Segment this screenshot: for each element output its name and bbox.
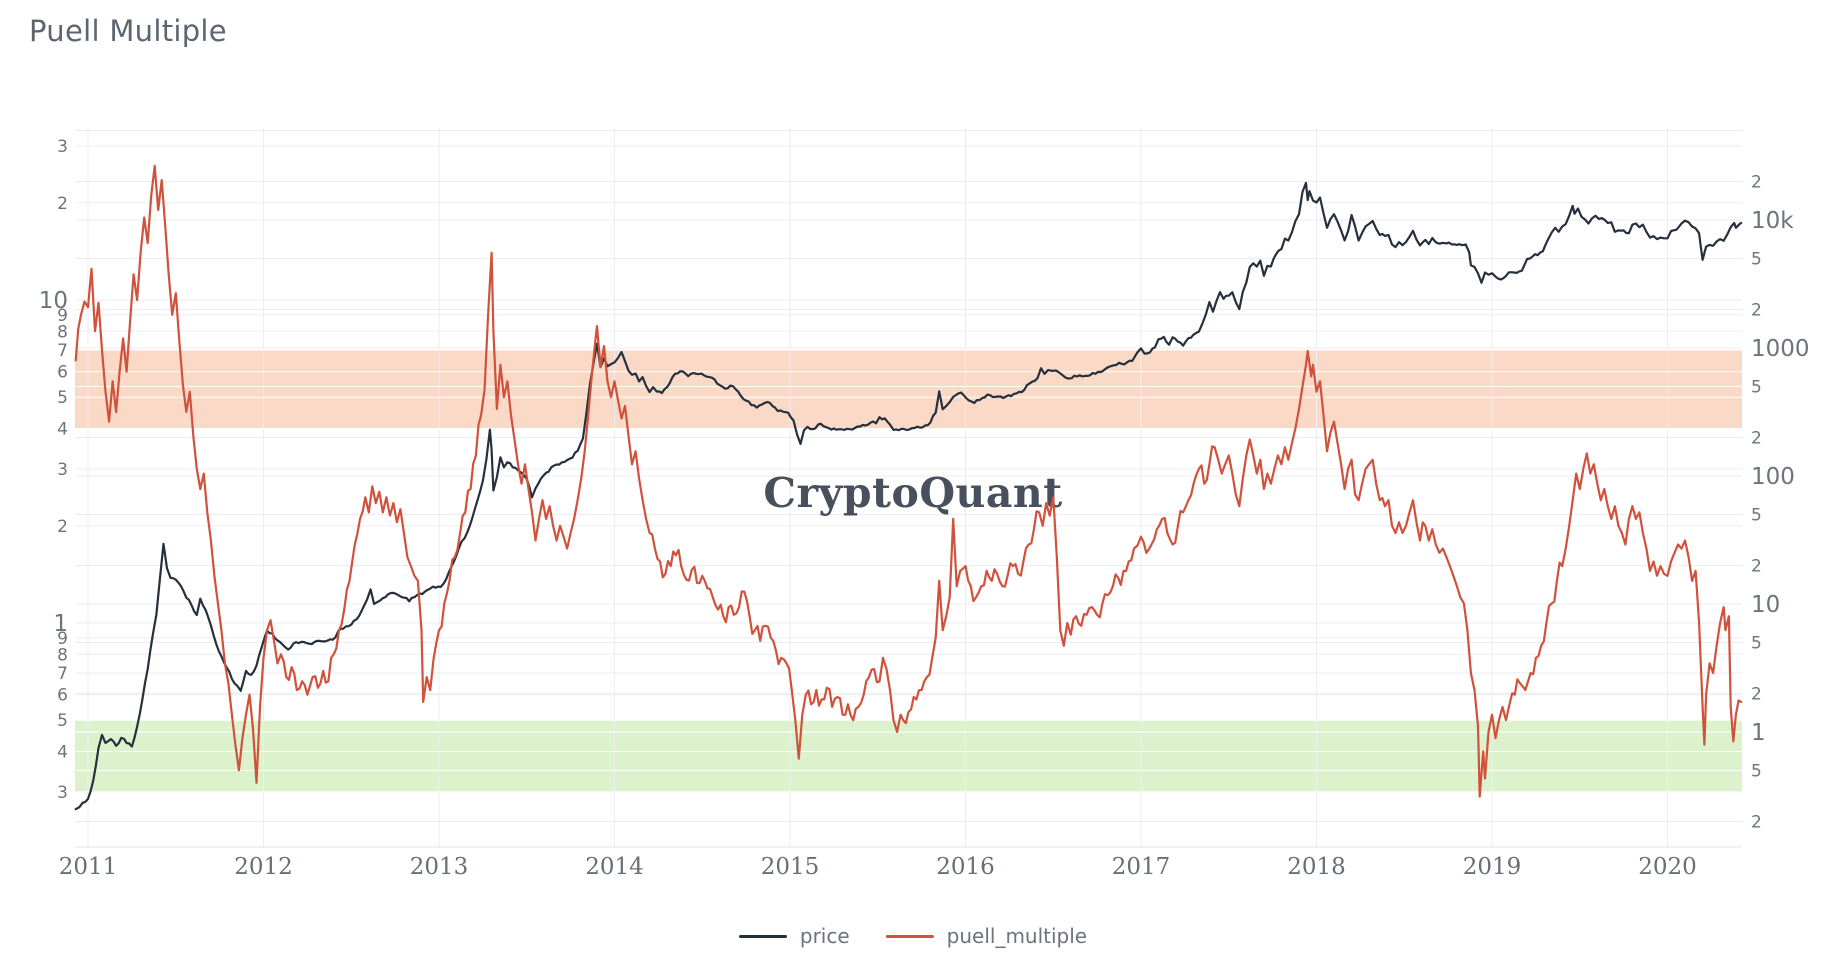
y-left-tick-label: 10: [39, 288, 68, 314]
y-left-tick-label: 9: [57, 306, 68, 326]
y-left-tick-label: 4: [57, 420, 68, 440]
y-left-tick-label: 1: [53, 611, 68, 637]
y-left-tick-label: 9: [57, 629, 68, 649]
y-right-tick-label: 5: [1751, 634, 1762, 654]
x-tick-label: 2018: [1287, 854, 1346, 880]
x-axis-labels: 2011 2012 2013 2014 2015 2016 2017 2018 2019 2020: [59, 854, 1697, 880]
x-tick-label: 2019: [1463, 854, 1522, 880]
x-tick-label: 2016: [936, 854, 995, 880]
chart-legend: price puell_multiple: [0, 924, 1826, 948]
y-right-tick-label: 2: [1751, 557, 1762, 577]
y-left-tick-label: 8: [57, 322, 68, 342]
legend-label-puell-multiple: puell_multiple: [946, 924, 1088, 948]
x-tick-label: 2020: [1638, 854, 1697, 880]
y-right-tick-label: 10: [1751, 592, 1780, 618]
legend-label-price: price: [799, 924, 850, 948]
y-right-tick-label: 2: [1751, 429, 1762, 449]
y-right-tick-label: 100: [1751, 464, 1795, 490]
x-tick-label: 2014: [585, 854, 644, 880]
y-right-tick-label: 2: [1751, 685, 1762, 705]
y-left-tick-label: 7: [57, 341, 68, 361]
y-left-tick-label: 3: [57, 137, 68, 157]
gridlines: [75, 128, 1742, 848]
y-right-tick-label: 2: [1751, 301, 1762, 321]
y-left-tick-label: 3: [57, 783, 68, 803]
y-left-tick-label: 6: [57, 686, 68, 706]
y-right-tick-label: 5: [1751, 378, 1762, 398]
y-left-tick-label: 8: [57, 645, 68, 665]
y-axis-right-labels: 2 10k 5 2 1000 5 2 100 5 2 10 5 2 1 5 2: [1751, 173, 1810, 833]
y-left-tick-label: 6: [57, 363, 68, 383]
puell-multiple-line-swatch: [885, 934, 934, 938]
x-tick-label: 2013: [410, 854, 469, 880]
overvalued-band: [75, 350, 1742, 429]
y-left-tick-label: 2: [57, 194, 68, 214]
y-left-tick-label: 2: [57, 517, 68, 537]
y-right-tick-label: 1: [1751, 720, 1766, 746]
legend-item-price[interactable]: price: [738, 924, 850, 948]
y-left-tick-label: 4: [57, 743, 68, 763]
puell_multiple-line: [74, 164, 1743, 798]
y-right-tick-label: 5: [1751, 762, 1762, 782]
y-right-tick-label: 2: [1751, 813, 1762, 833]
plot-area[interactable]: [75, 128, 1742, 847]
y-left-tick-label: 7: [57, 664, 68, 684]
y-left-tick-label: 3: [57, 460, 68, 480]
y-left-tick-label: 5: [57, 388, 68, 408]
x-tick-label: 2015: [761, 854, 820, 880]
y-right-tick-label: 2: [1751, 173, 1762, 193]
x-tick-label: 2017: [1112, 854, 1171, 880]
y-left-tick-label: 5: [57, 711, 68, 731]
legend-item-puell-multiple[interactable]: puell_multiple: [885, 924, 1088, 948]
y-right-tick-label: 1000: [1751, 336, 1810, 362]
cryptoquant-watermark: CryptoQuant: [763, 469, 1062, 517]
price-line-swatch: [738, 934, 787, 938]
chart-title: Puell Multiple: [29, 14, 227, 48]
x-tick-label: 2012: [234, 854, 293, 880]
x-tick-label: 2011: [59, 854, 118, 880]
y-right-tick-label: 5: [1751, 506, 1762, 526]
y-right-tick-label: 5: [1751, 250, 1762, 270]
y-right-tick-label: 10k: [1751, 208, 1794, 234]
